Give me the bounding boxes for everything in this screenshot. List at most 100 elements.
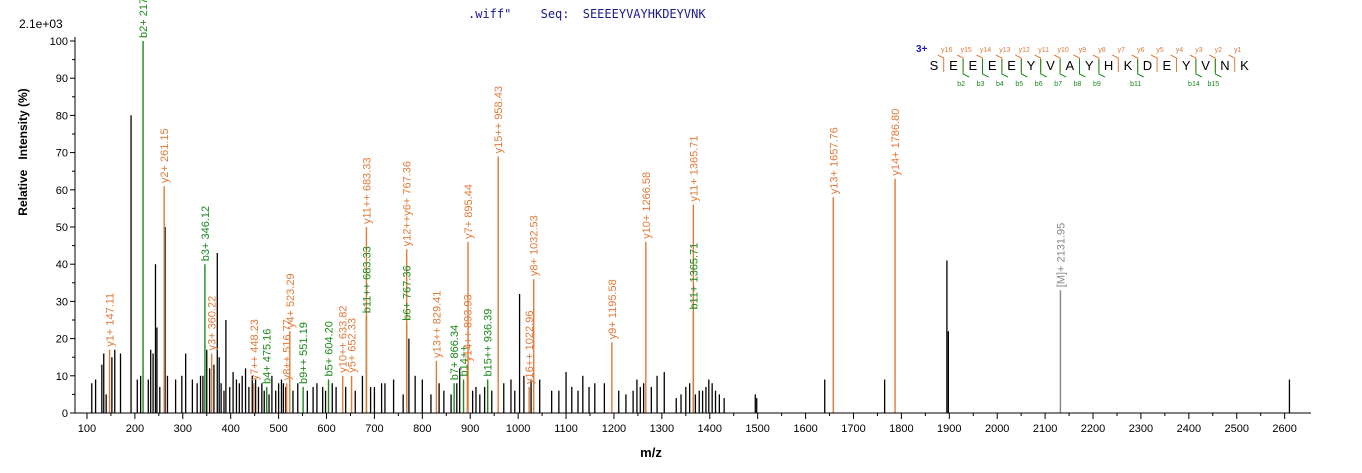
peak-label: y13++ 829.41 xyxy=(431,291,443,358)
b-ion-label: b15 xyxy=(1207,81,1219,88)
y-ion-mark xyxy=(1053,54,1061,72)
y-tick-label: 50 xyxy=(56,222,68,234)
y-ion-label: y7 xyxy=(1118,47,1126,54)
x-tick-label: 1400 xyxy=(698,423,722,435)
peak-label: y8++ 516.77 xyxy=(282,319,294,380)
b-ion-mark xyxy=(1098,59,1106,78)
peak-label: y10+ 1266.58 xyxy=(641,172,653,239)
peak-label: [M]+ 2131.95 xyxy=(1055,223,1067,288)
b-ion-label: b7 xyxy=(1054,81,1062,88)
y-ion-mark xyxy=(1015,54,1022,72)
y-ion-mark xyxy=(956,54,964,72)
axes: 0 10 20 30 40 50 60 70 80 90 100 100 200 300 400 500 600… xyxy=(50,36,1311,435)
residue: E xyxy=(988,58,997,73)
peak-label: b6+ 767.36 xyxy=(402,265,414,320)
b-ion-label: b4 xyxy=(996,81,1004,88)
y-tick-label: 60 xyxy=(56,185,68,197)
b-ion-label: b8 xyxy=(1074,81,1082,88)
y-ion-label: y3 xyxy=(1195,47,1203,54)
x-tick-label: 1100 xyxy=(554,423,578,435)
y-ion-mark xyxy=(1092,54,1100,72)
peak-label: b4+ 475.16 xyxy=(262,329,274,384)
peak-label: y16++ 1022.96 xyxy=(524,311,536,384)
y-ion-mark xyxy=(995,54,1003,72)
peak-label: b15++ 936.39 xyxy=(483,309,495,377)
charge-state-label: 3+ xyxy=(916,44,928,55)
x-tick-label: 100 xyxy=(78,423,96,435)
peak-label: b7+ 866.34 xyxy=(449,325,461,380)
b-ion-label: b9 xyxy=(1093,81,1101,88)
residue: E xyxy=(968,58,977,73)
y-ion-label: y4 xyxy=(1176,47,1184,54)
b-ion-mark xyxy=(1195,59,1203,78)
peak-label: y2+ 261.15 xyxy=(159,128,171,183)
y-axis-title: Relative Intensity (%) xyxy=(16,88,30,215)
y-ion-mark xyxy=(1112,54,1119,72)
peak-label: y10++ 633.82 xyxy=(338,306,350,373)
x-tick-label: 1500 xyxy=(745,423,769,435)
residue: E xyxy=(949,58,958,73)
x-tick-label: 400 xyxy=(222,423,240,435)
y-ion-label: y15 xyxy=(960,47,971,54)
y-ion-label: y14 xyxy=(980,47,991,54)
b-ion-label: b6 xyxy=(1035,81,1043,88)
x-axis-title: m/z xyxy=(640,445,662,460)
peak-label: y8+ 1032.53 xyxy=(529,215,541,276)
peak-label: b11++ 683.33 xyxy=(361,246,373,313)
peak-label: y11++ 683.33 xyxy=(361,158,373,224)
y-ion-label: y8 xyxy=(1098,47,1106,54)
x-tick-label: 300 xyxy=(174,423,192,435)
peak-label: y7+ 895.44 xyxy=(463,184,475,239)
residue: V xyxy=(1046,58,1055,73)
b-ion-label: b11 xyxy=(1130,81,1141,88)
peak-label: b9++ 551.19 xyxy=(298,322,310,384)
y-ion-mark xyxy=(1228,54,1236,72)
b-ion-mark xyxy=(1079,59,1086,78)
y-ion-label: y1 xyxy=(1234,47,1242,54)
peak-label: y13+ 1657.76 xyxy=(828,127,840,194)
b-ion-label: b5 xyxy=(1015,81,1023,88)
peak-label: y9+ 1195.58 xyxy=(607,279,619,339)
residue: E xyxy=(1162,58,1171,73)
peak-label: y3+ 360.22 xyxy=(207,296,219,351)
seq-label: Seq: xyxy=(540,7,570,21)
y-ion-label: y12 xyxy=(1019,47,1030,54)
x-tick-label: 1600 xyxy=(793,423,817,435)
y-scale-label: 2.1e+03 xyxy=(19,17,63,31)
b-ion-mark xyxy=(1214,59,1222,78)
x-tick-label: 2400 xyxy=(1177,423,1201,435)
x-tick-label: 1200 xyxy=(602,423,626,435)
residue: D xyxy=(1143,58,1152,73)
y-ion-mark xyxy=(1034,54,1042,72)
x-tick-label: 700 xyxy=(365,423,383,435)
x-tick-label: 1800 xyxy=(889,423,913,435)
y-ion-label: y5 xyxy=(1156,47,1164,54)
x-tick-label: 1300 xyxy=(650,423,674,435)
y-ion-label: y6 xyxy=(1137,47,1145,54)
peak-label: b11+ 1365.71 xyxy=(688,243,700,310)
peak-label-layer: y1+ 147.11 b2+ 217.0 y2+ 261.15 b3+ 346.12 y… xyxy=(105,0,1068,384)
peak-label: y11+ 1365.71 xyxy=(688,136,700,202)
x-tick-label: 200 xyxy=(126,423,144,435)
peak-label: y5+ 652.33 xyxy=(347,318,359,373)
peak-label: b14++ xyxy=(459,345,471,376)
y-tick-label: 70 xyxy=(56,148,68,160)
y-tick-label: 20 xyxy=(56,334,68,346)
residue: Y xyxy=(1085,58,1094,73)
b-ion-mark xyxy=(1059,59,1067,78)
peak-label: y7++ 448.23 xyxy=(249,319,261,380)
y-ion-label: y11 xyxy=(1038,47,1049,54)
y-tick-label: 40 xyxy=(56,259,68,271)
x-tick-label: 1000 xyxy=(506,423,530,435)
b-ion-label: b14 xyxy=(1188,81,1200,88)
x-tick-label: 2300 xyxy=(1129,423,1153,435)
y-tick-label: 90 xyxy=(56,73,68,85)
residue: K xyxy=(1124,58,1133,73)
residue: A xyxy=(1065,58,1074,73)
peak-label: y12++y6+ 767.36 xyxy=(402,161,414,246)
b-ion-mark xyxy=(1040,59,1047,78)
x-tick-label: 2500 xyxy=(1225,423,1249,435)
y-tick-label: 80 xyxy=(56,110,68,122)
